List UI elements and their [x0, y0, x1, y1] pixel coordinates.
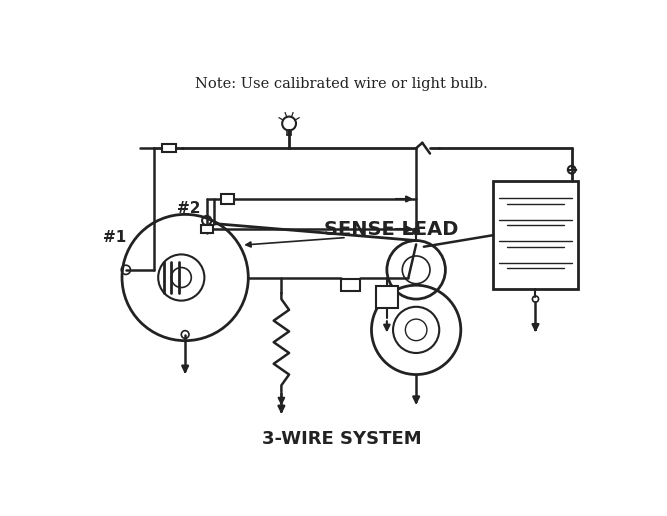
Text: #1: #1 — [103, 230, 126, 245]
Text: Note: Use calibrated wire or light bulb.: Note: Use calibrated wire or light bulb. — [195, 77, 488, 91]
Bar — [201, 225, 213, 233]
Bar — [342, 279, 360, 292]
Text: #2: #2 — [177, 201, 201, 216]
Text: +: + — [566, 163, 578, 178]
Text: 3-WIRE SYSTEM: 3-WIRE SYSTEM — [261, 430, 422, 448]
Bar — [493, 181, 578, 289]
Circle shape — [413, 228, 420, 234]
Bar — [221, 195, 234, 204]
Bar — [162, 144, 176, 152]
Text: SENSE LEAD: SENSE LEAD — [323, 220, 458, 239]
Bar — [376, 286, 398, 308]
